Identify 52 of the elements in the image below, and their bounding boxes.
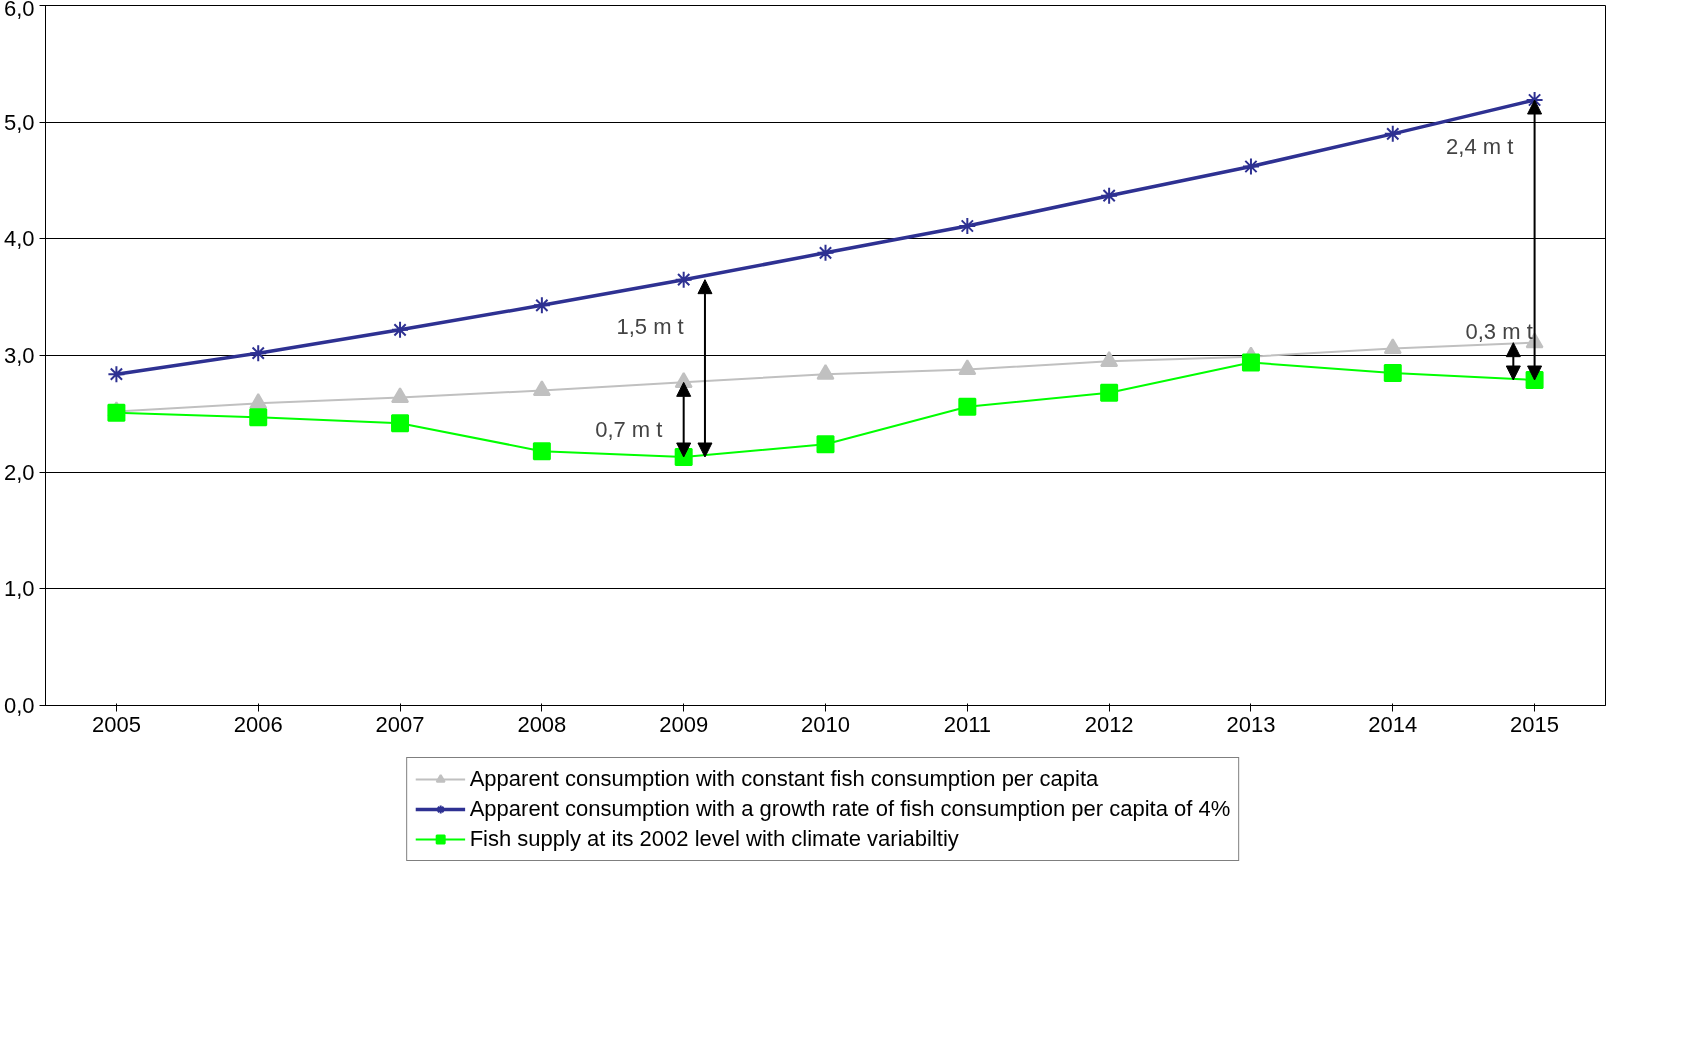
x-tick-label: 2011 bbox=[943, 711, 991, 737]
point bbox=[1100, 383, 1119, 402]
point bbox=[958, 359, 977, 376]
x-tick-label: 2007 bbox=[375, 711, 425, 737]
point bbox=[391, 414, 410, 433]
x-tick-label: 2008 bbox=[517, 711, 567, 737]
y-tick-label: 3,0 bbox=[3, 343, 35, 368]
point bbox=[1241, 353, 1260, 372]
legend-label: Apparent consumption with constant fish consumption per capita bbox=[469, 766, 1099, 792]
annotation: 2,4 m t bbox=[1446, 134, 1514, 160]
point bbox=[249, 393, 268, 409]
y-tick-label: 2,0 bbox=[3, 459, 35, 485]
annotation: 0,3 m t bbox=[1465, 318, 1533, 344]
point bbox=[391, 320, 410, 339]
x-tick-label: 2015 bbox=[1510, 711, 1560, 737]
point bbox=[1241, 157, 1260, 176]
point bbox=[1525, 91, 1544, 109]
x-tick-label: 2009 bbox=[659, 711, 709, 737]
point bbox=[532, 442, 551, 461]
legend-label: Fish supply at its 2002 level with climate variabiltiy bbox=[469, 826, 959, 852]
x-tick-label: 2006 bbox=[233, 711, 283, 737]
y-tick-label: 6,0 bbox=[3, 0, 35, 21]
point bbox=[1100, 351, 1119, 367]
legend-label: Apparent consumption with a growth rate of fish consumption per capita of 4% bbox=[469, 796, 1231, 822]
point bbox=[816, 435, 835, 454]
point bbox=[674, 270, 693, 289]
y-tick-label: 4,0 bbox=[3, 226, 35, 252]
point bbox=[107, 403, 126, 422]
point bbox=[958, 217, 977, 235]
y-tick-label: 0,0 bbox=[3, 693, 35, 718]
annotation: 1,5 m t bbox=[616, 313, 684, 339]
point bbox=[391, 387, 410, 404]
point bbox=[816, 363, 835, 380]
x-tick-label: 2010 bbox=[801, 711, 850, 737]
point bbox=[1383, 364, 1402, 382]
point bbox=[816, 243, 835, 262]
y-tick-label: 5,0 bbox=[3, 109, 35, 135]
point bbox=[249, 344, 268, 363]
point bbox=[249, 408, 268, 427]
point bbox=[958, 397, 977, 416]
y-tick-label: 1,0 bbox=[3, 576, 35, 602]
annotation: 0,7 m t bbox=[595, 416, 663, 442]
point bbox=[532, 296, 551, 315]
x-tick-label: 2005 bbox=[91, 711, 141, 737]
point bbox=[1100, 186, 1119, 205]
point bbox=[107, 365, 126, 384]
x-tick-label: 2012 bbox=[1084, 711, 1134, 737]
point bbox=[532, 380, 551, 397]
x-tick-label: 2013 bbox=[1226, 711, 1276, 737]
x-tick-label: 2014 bbox=[1368, 711, 1418, 737]
point bbox=[1383, 124, 1402, 143]
point bbox=[1383, 338, 1402, 355]
